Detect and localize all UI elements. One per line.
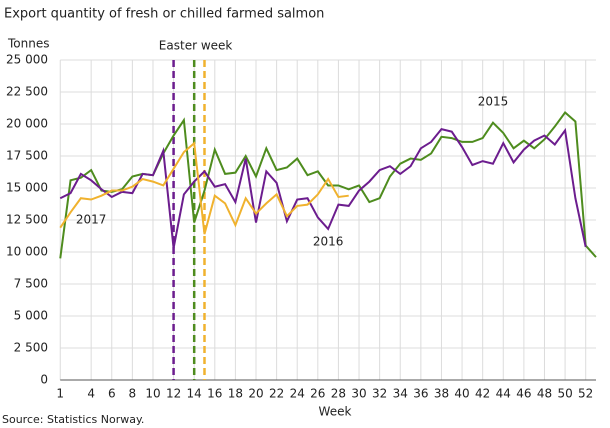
series-line	[59, 127, 587, 249]
x-tick-label: 14	[187, 387, 202, 401]
y-tick-label: 22 500	[6, 85, 48, 99]
x-tick-label: 8	[129, 387, 137, 401]
x-tick-label: 50	[557, 387, 572, 401]
x-tick-label: 4	[87, 387, 95, 401]
y-axis-label: Tonnes	[7, 37, 49, 51]
series-line	[59, 141, 349, 235]
x-tick-label: 34	[393, 387, 408, 401]
y-tick-label: 20 000	[6, 117, 48, 131]
x-tick-label: 6	[108, 387, 116, 401]
y-tick-label: 25 000	[6, 53, 48, 67]
x-axis-label: Week	[319, 405, 352, 419]
y-tick-label: 15 000	[6, 181, 48, 195]
x-tick-label: 26	[310, 387, 325, 401]
x-tick-label: 32	[372, 387, 387, 401]
x-tick-label: 24	[290, 387, 305, 401]
y-tick-label: 10 000	[6, 245, 48, 259]
x-tick-label: 10	[145, 387, 160, 401]
series-label: 2016	[313, 234, 344, 248]
x-tick-label: 42	[475, 387, 490, 401]
x-tick-label: 30	[351, 387, 366, 401]
chart-title: Export quantity of fresh or chilled farm…	[4, 7, 324, 22]
x-tick-label: 1	[56, 387, 64, 401]
x-tick-label: 28	[331, 387, 346, 401]
x-tick-label: 16	[207, 387, 222, 401]
y-tick-label: 2 500	[14, 341, 48, 355]
x-tick-label: 18	[228, 387, 243, 401]
easter-label: Easter week	[159, 39, 233, 53]
y-tick-label: 0	[40, 373, 48, 387]
y-tick-label: 17 500	[6, 149, 48, 163]
x-tick-label: 36	[413, 387, 428, 401]
y-tick-label: 5 000	[14, 309, 48, 323]
x-tick-label: 22	[269, 387, 284, 401]
source: Source: Statistics Norway.	[2, 413, 144, 426]
x-tick-label: 38	[434, 387, 449, 401]
x-tick-label: 40	[454, 387, 469, 401]
x-tick-label: 46	[516, 387, 531, 401]
x-tick-label: 48	[537, 387, 552, 401]
series-label: 2017	[76, 213, 107, 227]
y-tick-label: 12 500	[6, 213, 48, 227]
x-tick-label: 44	[496, 387, 511, 401]
x-tick-label: 12	[166, 387, 181, 401]
series-label: 2015	[478, 95, 509, 109]
y-tick-label: 7 500	[14, 277, 48, 291]
x-tick-label: 52	[578, 387, 593, 401]
x-tick-label: 20	[248, 387, 263, 401]
